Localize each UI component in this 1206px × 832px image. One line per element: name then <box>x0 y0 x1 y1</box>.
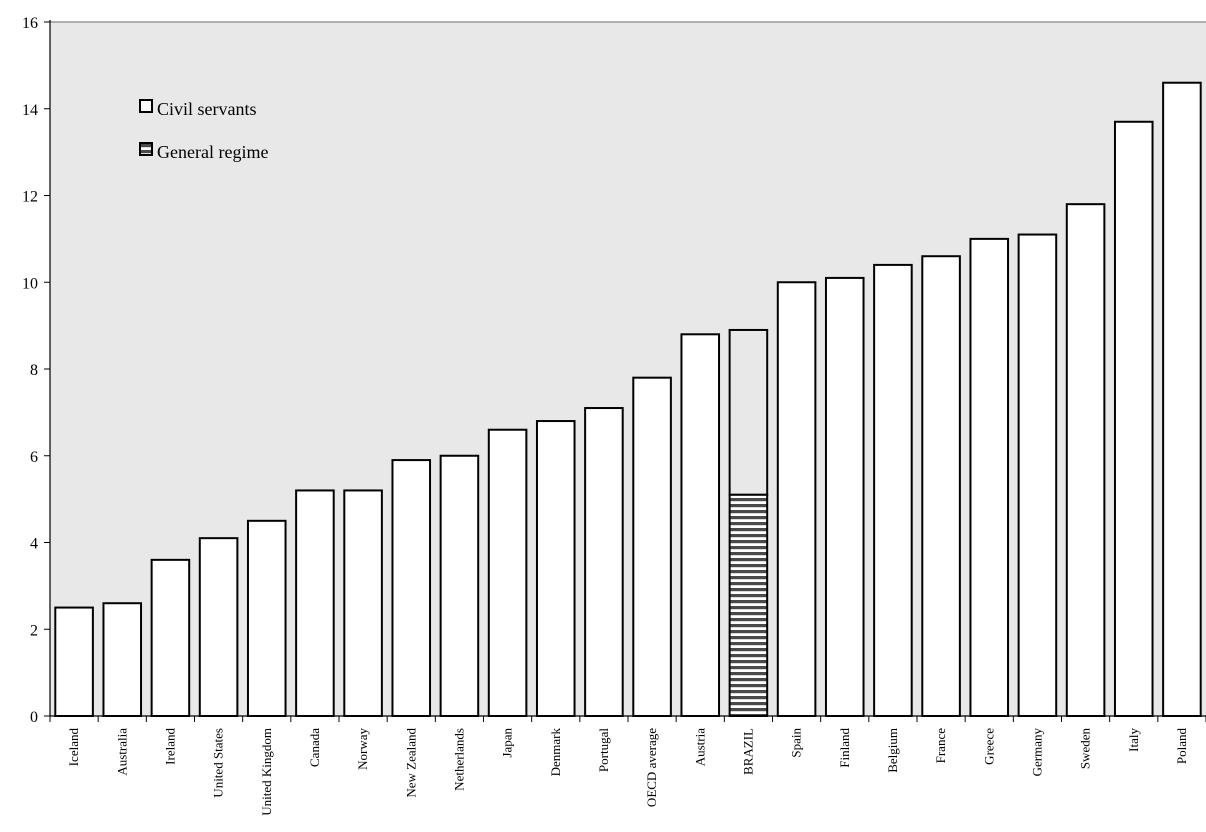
y-tick-label: 6 <box>30 449 38 466</box>
bar-general-regime <box>728 493 769 717</box>
bar-civil-servants <box>391 459 432 717</box>
bar-civil-servants <box>584 407 624 717</box>
bar-civil-servants <box>102 602 143 717</box>
legend-label-general-regime: General regime <box>157 142 268 162</box>
bar-civil-servants <box>680 333 721 717</box>
x-category-label: Sweden <box>1078 728 1093 770</box>
bar-civil-servants <box>632 376 672 717</box>
bar-civil-servants <box>776 281 817 717</box>
x-category-label: Greece <box>981 728 996 765</box>
x-category-label: Germany <box>1029 728 1044 777</box>
x-category-label: Belgium <box>885 728 900 773</box>
bar-civil-servants <box>439 454 480 717</box>
x-category-label: Netherlands <box>451 728 466 791</box>
y-tick-label: 4 <box>30 536 38 553</box>
x-category-label: Japan <box>500 728 515 758</box>
x-category-label: Norway <box>355 728 370 770</box>
y-tick-label: 12 <box>22 189 38 206</box>
legend-swatch-civil-servants <box>139 99 153 113</box>
x-category-label: Finland <box>837 728 852 768</box>
bar-civil-servants <box>969 237 1010 717</box>
x-category-label: Canada <box>307 728 322 767</box>
x-category-label: Italy <box>1126 728 1141 752</box>
x-category-label: United Kingdom <box>259 728 274 816</box>
x-category-label: United States <box>211 728 226 798</box>
bar-civil-servants <box>246 519 287 717</box>
bar-civil-servants <box>295 489 335 718</box>
bar-civil-servants <box>343 489 383 718</box>
y-tick-label: 0 <box>30 709 38 726</box>
x-category-label: Ireland <box>162 728 177 765</box>
bar-civil-servants <box>487 428 528 717</box>
x-category-label: New Zealand <box>403 728 418 798</box>
bar-civil-servants <box>1113 120 1154 717</box>
bar-civil-servants <box>150 558 191 717</box>
y-tick-label: 2 <box>30 622 38 639</box>
y-tick-label: 16 <box>22 15 38 32</box>
bar-civil-servants <box>1017 233 1058 717</box>
legend-swatch-general-regime <box>139 142 153 156</box>
legend: Civil servants General regime <box>139 99 268 162</box>
bar-civil-servants <box>54 606 94 717</box>
bar-civil-servants <box>535 420 576 717</box>
x-category-label: Denmark <box>548 728 563 777</box>
bar-civil-servants <box>1162 81 1202 718</box>
x-category-label: Poland <box>1174 728 1189 765</box>
bar-civil-servants <box>921 255 961 717</box>
y-tick-label: 10 <box>22 275 38 292</box>
legend-label-civil-servants: Civil servants <box>157 99 257 119</box>
bar-civil-servants <box>824 276 865 717</box>
x-category-label: Iceland <box>66 728 81 767</box>
y-tick-label: 8 <box>30 362 38 379</box>
x-category-label: France <box>933 728 948 764</box>
x-category-label: Spain <box>789 728 804 758</box>
y-tick-label: 14 <box>22 102 38 119</box>
bar-civil-servants <box>873 263 913 717</box>
x-category-label: OECD average <box>644 728 659 807</box>
bar-civil-servants <box>198 537 239 717</box>
category-labels: Iceland Australia Ireland United States Unit… <box>66 728 1189 816</box>
plot-area <box>50 22 1206 716</box>
bar-civil-servants <box>1065 203 1106 718</box>
x-category-label: Australia <box>114 728 129 776</box>
bars <box>54 81 1202 718</box>
x-category-label: BRAZIL <box>740 728 755 775</box>
bar-civil-servants <box>728 328 769 496</box>
axes: 0 2 4 6 8 10 12 14 16 <box>22 15 1206 726</box>
x-category-label: Portugal <box>596 728 611 772</box>
x-category-label: Austria <box>692 728 707 767</box>
